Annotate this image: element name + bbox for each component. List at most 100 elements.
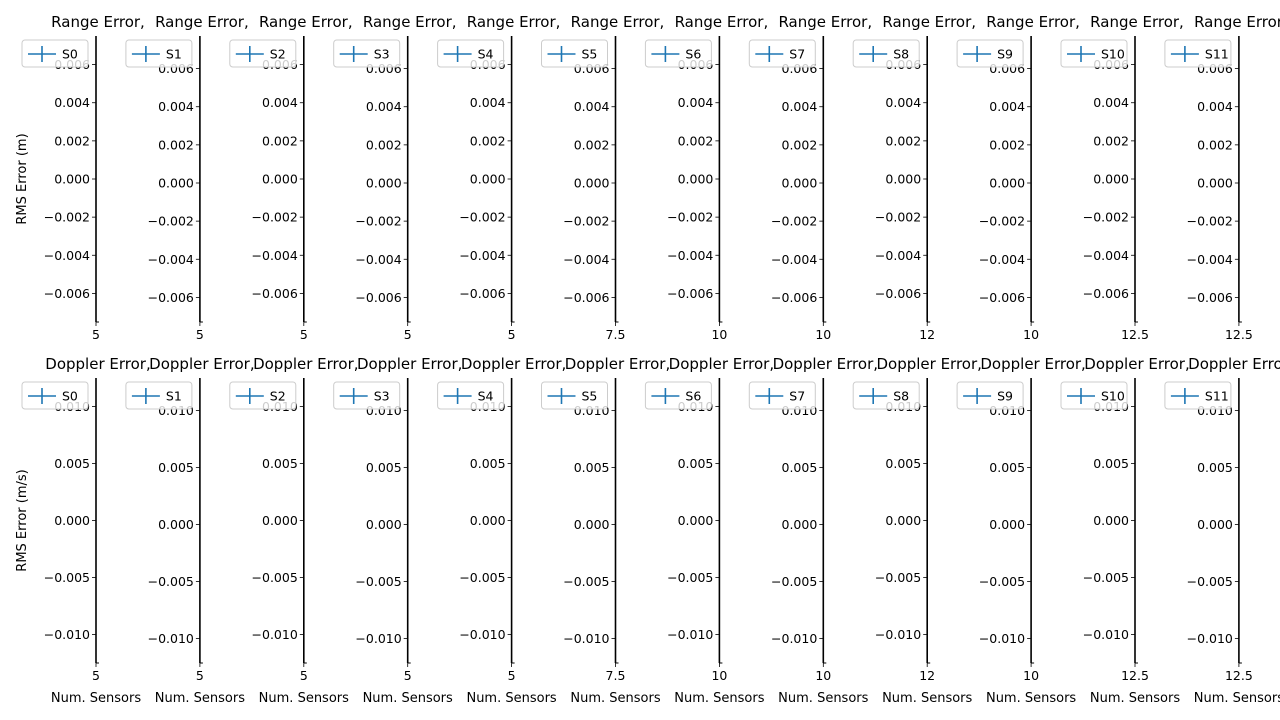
y-tick-label: 0.005 xyxy=(366,460,402,475)
y-tick-label: 0.000 xyxy=(158,176,194,191)
subplot-range-s4: 0.0060.0040.0020.000−0.002−0.004−0.0065R… xyxy=(437,13,560,342)
x-tick-label: 5 xyxy=(196,327,204,342)
subplot-title: Doppler Error, xyxy=(565,355,670,373)
x-tick-label: 10 xyxy=(1023,327,1039,342)
y-tick-label: 0.002 xyxy=(470,133,506,148)
subplot-title: Doppler Error, xyxy=(1084,355,1189,373)
y-tick-label: −0.006 xyxy=(148,290,194,305)
legend: S3 xyxy=(333,381,401,410)
subplot-title: Doppler Error, xyxy=(980,355,1085,373)
subplot-title: Doppler Error, xyxy=(149,355,254,373)
y-tick-label: 0.002 xyxy=(366,137,402,152)
y-tick-label: −0.010 xyxy=(252,627,298,642)
legend-label: S5 xyxy=(582,47,598,62)
y-tick-label: −0.004 xyxy=(148,252,194,267)
y-tick-label: 0.000 xyxy=(1197,176,1233,191)
y-tick-label: −0.010 xyxy=(979,631,1025,646)
y-tick-label: 0.002 xyxy=(782,137,818,152)
legend-label: S4 xyxy=(478,389,494,404)
y-tick-label: 0.004 xyxy=(885,95,921,110)
y-axis-label: RMS Error (m/s) xyxy=(15,469,30,571)
y-tick-label: 0.000 xyxy=(158,517,194,532)
y-tick-label: −0.004 xyxy=(459,248,505,263)
y-tick-label: 0.004 xyxy=(678,95,714,110)
y-tick-label: −0.006 xyxy=(252,286,298,301)
y-tick-label: −0.004 xyxy=(667,248,713,263)
y-tick-label: 0.005 xyxy=(678,456,714,471)
y-tick-label: 0.002 xyxy=(1197,137,1233,152)
y-tick-label: 0.000 xyxy=(782,176,818,191)
legend: S10 xyxy=(1060,39,1128,68)
x-axis-label: Num. Sensors xyxy=(51,691,141,706)
x-tick-label: 10 xyxy=(1023,668,1039,683)
subplot-title: Doppler Error, xyxy=(1188,355,1280,373)
legend-label: S9 xyxy=(997,47,1013,62)
subplot-range-s0: 0.0060.0040.0020.000−0.002−0.004−0.0065R… xyxy=(21,13,145,342)
y-tick-label: 0.004 xyxy=(1197,99,1233,114)
y-tick-label: −0.010 xyxy=(667,627,713,642)
subplot-title: Doppler Error, xyxy=(461,355,566,373)
y-tick-label: −0.002 xyxy=(771,214,817,229)
subplot-range-s7: 0.0060.0040.0020.000−0.002−0.004−0.00610… xyxy=(748,13,872,342)
y-tick-label: 0.004 xyxy=(158,99,194,114)
subplot-range-s9: 0.0060.0040.0020.000−0.002−0.004−0.00610… xyxy=(956,13,1080,342)
y-tick-label: 0.000 xyxy=(574,517,610,532)
y-tick-label: 0.000 xyxy=(54,513,90,528)
legend-label: S7 xyxy=(789,389,805,404)
y-tick-label: 0.000 xyxy=(54,172,90,187)
y-tick-label: 0.005 xyxy=(470,456,506,471)
subplot-title: Doppler Error, xyxy=(876,355,981,373)
y-tick-label: −0.010 xyxy=(459,627,505,642)
y-tick-label: −0.004 xyxy=(771,252,817,267)
legend: S1 xyxy=(125,39,193,68)
legend-label: S8 xyxy=(893,389,909,404)
subplot-range-s10: 0.0060.0040.0020.000−0.002−0.004−0.00612… xyxy=(1060,13,1184,342)
y-tick-label: −0.005 xyxy=(1083,570,1129,585)
legend: S9 xyxy=(956,381,1024,410)
y-tick-label: −0.004 xyxy=(44,248,90,263)
y-tick-label: −0.006 xyxy=(1083,286,1129,301)
legend: S2 xyxy=(229,381,297,410)
legend-label: S3 xyxy=(374,389,390,404)
legend-label: S0 xyxy=(62,389,78,404)
y-tick-label: 0.002 xyxy=(885,133,921,148)
y-tick-label: 0.005 xyxy=(158,460,194,475)
subplot-range-s3: 0.0060.0040.0020.000−0.002−0.004−0.0065R… xyxy=(333,13,457,342)
legend: S1 xyxy=(125,381,193,410)
x-tick-label: 12 xyxy=(919,327,935,342)
legend-label: S2 xyxy=(270,389,286,404)
x-tick-label: 10 xyxy=(815,327,831,342)
y-tick-label: −0.005 xyxy=(459,570,505,585)
x-tick-label: 5 xyxy=(508,327,516,342)
subplot-range-s5: 0.0060.0040.0020.000−0.002−0.004−0.0067.… xyxy=(541,13,664,342)
y-tick-label: 0.004 xyxy=(366,99,402,114)
y-tick-label: 0.005 xyxy=(262,456,298,471)
legend: S7 xyxy=(748,39,816,68)
subplot-title: Doppler Error, xyxy=(773,355,878,373)
y-tick-label: −0.006 xyxy=(563,290,609,305)
y-tick-label: −0.004 xyxy=(1083,248,1129,263)
legend: S5 xyxy=(541,381,608,410)
y-tick-label: 0.004 xyxy=(1093,95,1129,110)
y-tick-label: 0.005 xyxy=(54,456,90,471)
x-tick-label: 12.5 xyxy=(1121,327,1149,342)
x-axis-label: Num. Sensors xyxy=(674,691,764,706)
subplot-title: Range Error, xyxy=(986,13,1080,31)
y-tick-label: 0.004 xyxy=(262,95,298,110)
y-tick-label: −0.004 xyxy=(1187,252,1233,267)
y-tick-label: 0.000 xyxy=(1093,513,1129,528)
y-tick-label: −0.006 xyxy=(44,286,90,301)
x-axis-label: Num. Sensors xyxy=(1090,691,1180,706)
y-tick-label: 0.000 xyxy=(366,176,402,191)
y-tick-label: 0.000 xyxy=(989,176,1025,191)
y-tick-label: −0.002 xyxy=(875,210,921,225)
y-tick-label: −0.010 xyxy=(1187,631,1233,646)
y-tick-label: 0.000 xyxy=(885,513,921,528)
subplot-title: Range Error, xyxy=(778,13,872,31)
